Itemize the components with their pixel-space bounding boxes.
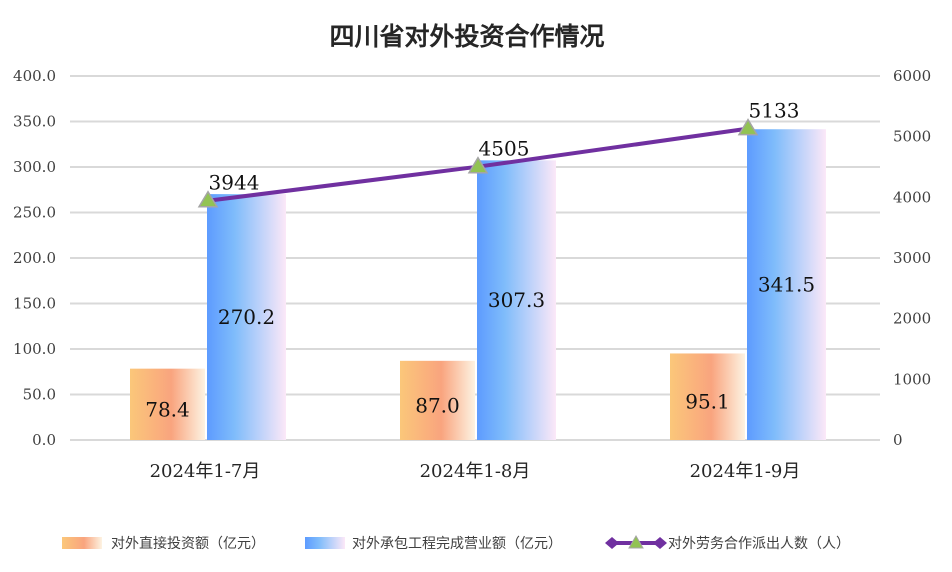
y-right-tick-label: 0: [893, 431, 903, 449]
bar-contract-revenue: [207, 194, 286, 440]
data-label-labor-dispatch: 3944: [209, 171, 260, 195]
data-label-contract-revenue: 307.3: [488, 288, 545, 312]
bar-direct-investment: [670, 353, 745, 440]
legend-swatch-contract-revenue: [305, 537, 345, 549]
bar-contract-revenue: [477, 160, 556, 440]
bar-direct-investment: [130, 368, 205, 440]
y-left-tick-label: 0.0: [32, 431, 56, 449]
y-left-tick-label: 150.0: [13, 295, 56, 313]
legend-label-contract-revenue: 对外承包工程完成营业额（亿元）: [352, 536, 562, 552]
legend-label-labor-dispatch: 对外劳务合作派出人数（人）: [668, 536, 850, 552]
line-marker: [197, 190, 219, 208]
y-left-tick-label: 250.0: [13, 204, 56, 222]
data-label-direct-investment: 78.4: [145, 397, 190, 421]
y-right-tick-label: 5000: [893, 128, 931, 146]
chart-title: 四川省对外投资合作情况: [329, 22, 604, 51]
y-left-tick-label: 350.0: [13, 113, 56, 131]
data-label-direct-investment: 87.0: [415, 393, 460, 417]
y-right-tick-label: 6000: [893, 67, 931, 85]
y-right-tick-label: 3000: [893, 249, 931, 267]
line-series: 3944 4505 5133: [197, 99, 800, 208]
line-marker: [467, 156, 489, 174]
legend-label-direct-investment: 对外直接投资额（亿元）: [111, 535, 265, 552]
data-label-contract-revenue: 270.2: [218, 305, 275, 329]
y-right-tick-label: 2000: [893, 310, 931, 328]
data-label-contract-revenue: 341.5: [758, 273, 815, 297]
y-axis-right: 0 1000 2000 3000 4000 5000 6000: [893, 67, 931, 449]
data-label-labor-dispatch: 5133: [749, 99, 800, 123]
bars: 78.4 270.2 87.0 307.3 95.1 341.5: [130, 129, 826, 441]
y-left-tick-label: 300.0: [13, 158, 56, 176]
y-left-tick-label: 100.0: [13, 340, 56, 358]
y-right-tick-label: 4000: [893, 188, 931, 206]
line-marker: [737, 118, 759, 136]
y-axis-left: 0.0 50.0 100.0 150.0 200.0 250.0 300.0 350.0 400…: [13, 67, 56, 449]
data-label-direct-investment: 95.1: [685, 390, 730, 414]
legend: 对外直接投资额（亿元） 对外承包工程完成营业额（亿元） 对外劳务合作派出人数（人）: [62, 535, 850, 552]
legend-diamond-left: [605, 537, 619, 549]
y-left-tick-label: 200.0: [13, 249, 56, 267]
y-right-tick-label: 1000: [893, 370, 931, 388]
y-left-tick-label: 400.0: [13, 67, 56, 85]
x-tick-label: 2024年1-9月: [690, 461, 801, 482]
legend-marker-labor-dispatch: [628, 535, 644, 549]
legend-swatch-direct-investment: [62, 537, 102, 549]
data-label-labor-dispatch: 4505: [479, 137, 530, 161]
x-tick-label: 2024年1-8月: [420, 461, 531, 482]
y-left-tick-label: 50.0: [23, 386, 56, 404]
legend-diamond-right: [653, 537, 667, 549]
bar-contract-revenue: [747, 129, 826, 441]
bar-direct-investment: [400, 360, 475, 440]
x-tick-label: 2024年1-7月: [150, 461, 261, 482]
x-axis: 2024年1-7月 2024年1-8月 2024年1-9月: [150, 461, 801, 482]
